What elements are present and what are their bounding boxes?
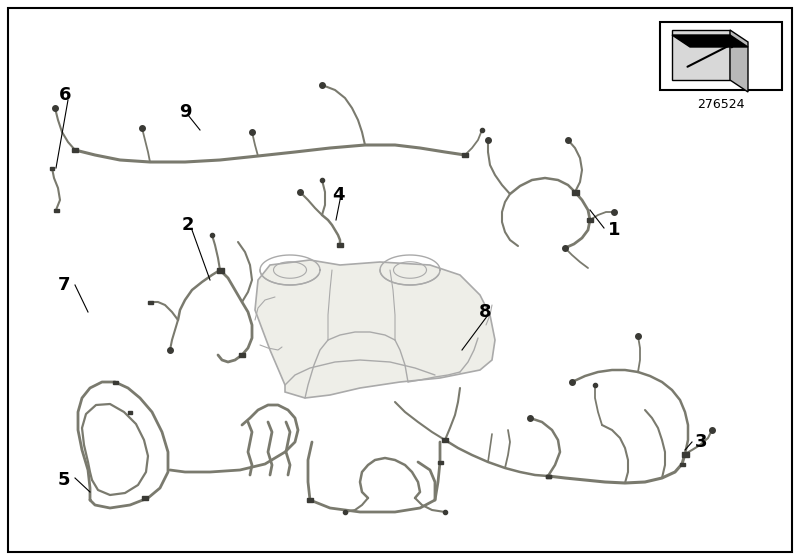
Polygon shape: [672, 35, 748, 47]
Text: 4: 4: [332, 186, 344, 204]
Text: 2: 2: [182, 216, 194, 234]
Text: 9: 9: [178, 103, 191, 121]
Bar: [679, 463, 685, 466]
Bar: [217, 268, 223, 273]
Bar: [72, 148, 78, 152]
Bar: [571, 190, 578, 195]
Text: 7: 7: [58, 276, 70, 294]
Bar: [113, 381, 118, 384]
Text: 3: 3: [695, 433, 707, 451]
Text: 6: 6: [58, 86, 71, 104]
Text: 5: 5: [58, 471, 70, 489]
Bar: [239, 353, 245, 357]
Text: 276524: 276524: [698, 98, 745, 111]
Bar: [546, 475, 550, 478]
Bar: [462, 153, 468, 157]
Polygon shape: [730, 30, 748, 92]
Bar: [142, 496, 148, 501]
Text: 8: 8: [478, 303, 491, 321]
Bar: [307, 498, 313, 502]
Polygon shape: [255, 260, 495, 398]
Polygon shape: [672, 30, 730, 80]
Bar: [660, 22, 782, 90]
Bar: [438, 461, 442, 464]
Bar: [128, 411, 132, 414]
Text: 1: 1: [608, 221, 621, 239]
Bar: [587, 218, 593, 222]
Bar: [54, 209, 58, 212]
Bar: [337, 244, 343, 248]
Bar: [442, 438, 448, 442]
Bar: [147, 301, 153, 304]
Bar: [682, 452, 689, 457]
Bar: [546, 475, 550, 478]
Bar: [50, 167, 54, 170]
